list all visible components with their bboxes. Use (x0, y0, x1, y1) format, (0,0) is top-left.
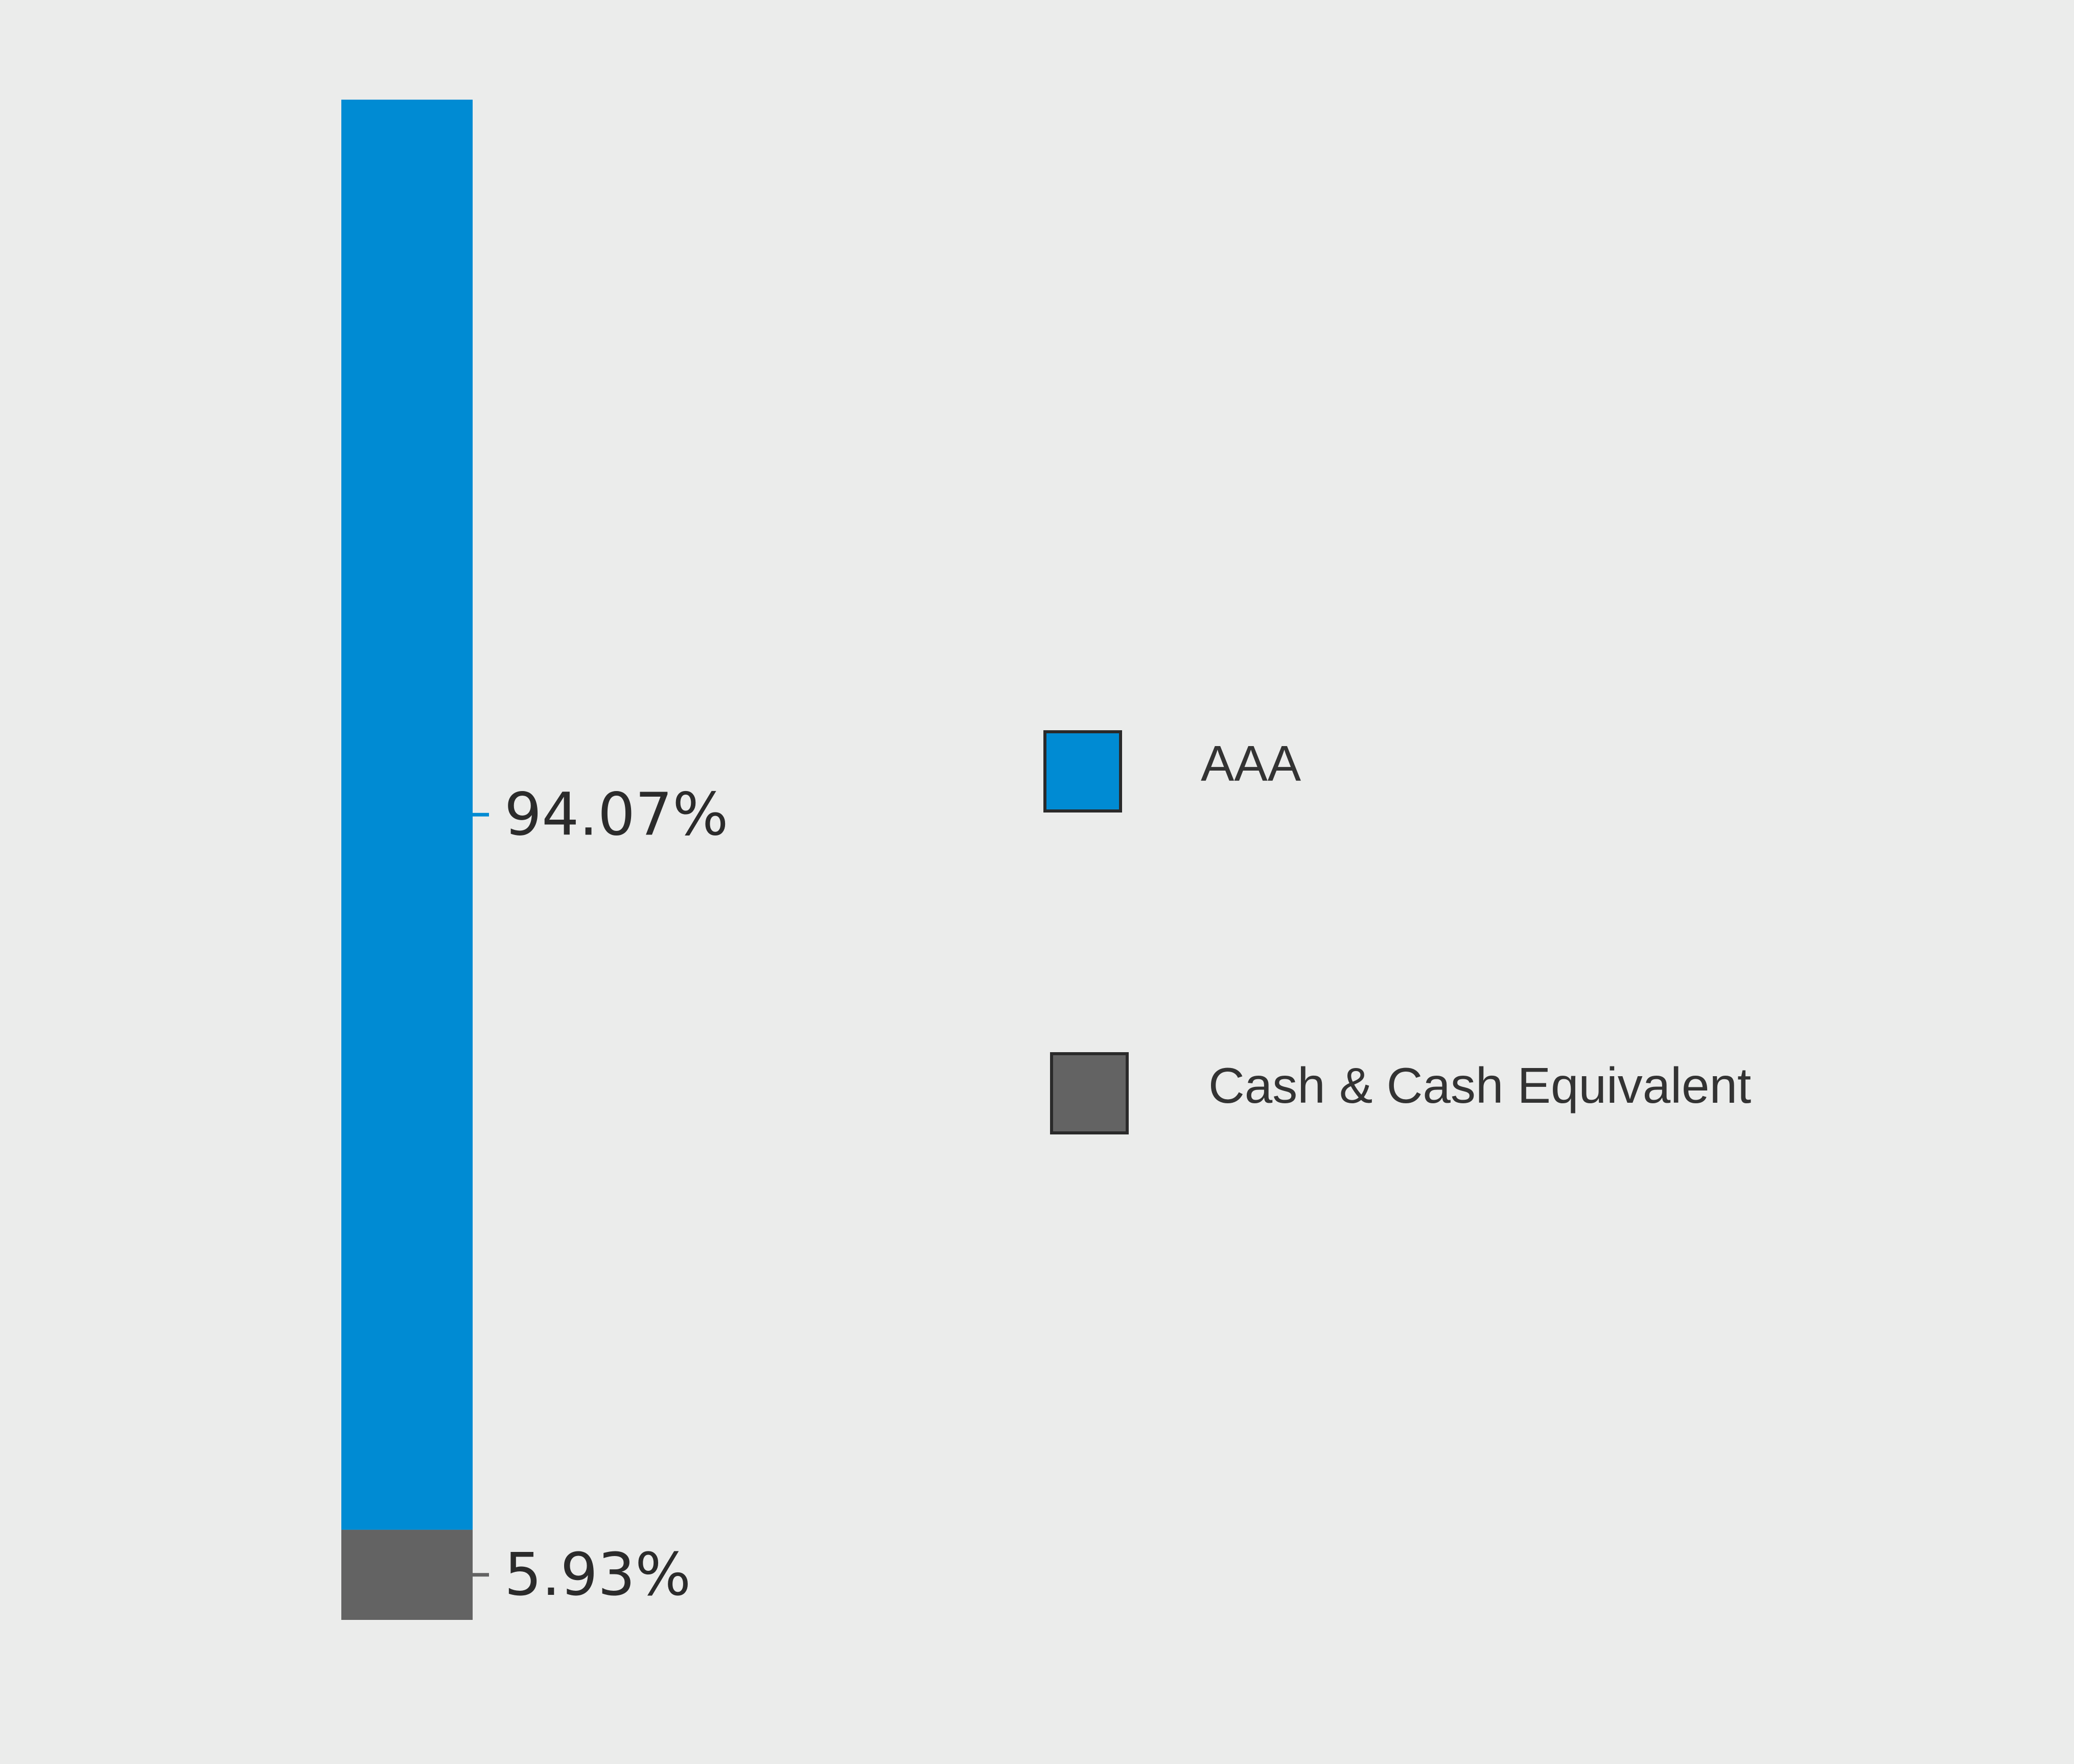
bar-group (341, 100, 473, 1620)
legend: AAA Cash & Cash Equivalent (1043, 730, 1751, 1134)
data-label-cash-cash-equivalent: 5.93% (504, 1541, 691, 1609)
segment-labels: 5.93% 94.07% (473, 780, 729, 1609)
bar-segment-aaa (341, 100, 473, 1530)
legend-swatch-cash-cash-equivalent (1050, 1052, 1129, 1134)
legend-label-aaa: AAA (1201, 735, 1301, 792)
data-label-aaa: 94.07% (504, 780, 729, 849)
legend-swatch-aaa (1043, 730, 1122, 813)
legend-label-cash-cash-equivalent: Cash & Cash Equivalent (1208, 1057, 1751, 1113)
bar-segment-cash-cash-equivalent (341, 1529, 473, 1620)
